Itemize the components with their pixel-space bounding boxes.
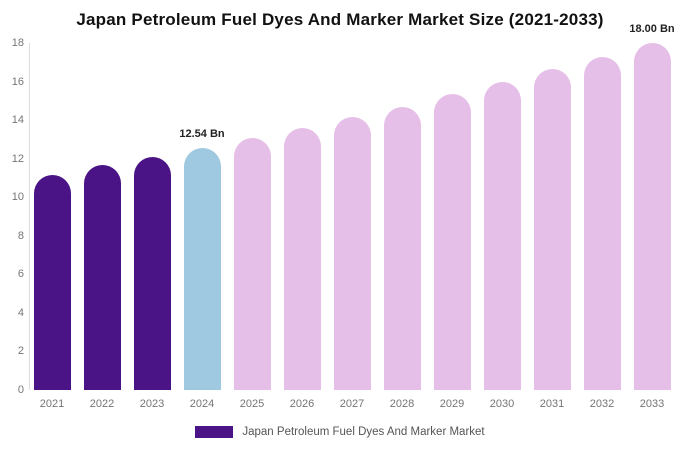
bar-2028[interactable] [383, 106, 421, 390]
legend: Japan Petroleum Fuel Dyes And Marker Mar… [0, 426, 680, 438]
y-tick-label-8: 8 [17, 229, 24, 242]
x-axis-label-2026: 2026 [289, 398, 315, 410]
bar-2032[interactable] [583, 56, 621, 390]
bar-2031[interactable] [533, 69, 571, 390]
y-tick-label-10: 10 [11, 191, 24, 204]
x-axis-label-2032: 2032 [589, 398, 615, 410]
x-axis-label-2024: 2024 [189, 398, 215, 410]
x-axis-label-2030: 2030 [489, 398, 515, 410]
x-axis-label-2033: 2033 [639, 398, 665, 410]
y-tick-label-16: 16 [11, 75, 24, 88]
bar-2026[interactable] [283, 127, 321, 390]
bar-2030[interactable] [483, 81, 521, 390]
bar-2033[interactable] [633, 43, 671, 390]
x-axis-label-2023: 2023 [139, 398, 165, 410]
bar-2025[interactable] [233, 138, 271, 390]
bar-2027[interactable] [333, 117, 371, 390]
y-tick-label-14: 14 [11, 114, 24, 127]
y-tick-label-18: 18 [11, 37, 24, 49]
bar-2023[interactable] [133, 156, 171, 390]
legend-label: Japan Petroleum Fuel Dyes And Marker Mar… [242, 426, 485, 438]
x-axis-label-2028: 2028 [389, 398, 415, 410]
data-label-2024: 12.54 Bn [179, 128, 225, 141]
x-axis-label-2031: 2031 [539, 398, 565, 410]
x-axis-label-2021: 2021 [39, 398, 65, 410]
bar-2024[interactable] [183, 148, 221, 390]
y-tick-label-6: 6 [17, 268, 24, 281]
bar-2021[interactable] [33, 175, 71, 390]
x-axis-label-2027: 2027 [339, 398, 365, 410]
y-tick-label-0: 0 [17, 384, 24, 396]
legend-item[interactable]: Japan Petroleum Fuel Dyes And Marker Mar… [195, 426, 485, 438]
data-label-2033: 18.00 Bn [629, 23, 675, 35]
chart-title: Japan Petroleum Fuel Dyes And Marker Mar… [76, 10, 604, 29]
x-axis-label-2022: 2022 [89, 398, 115, 410]
plot-area [30, 43, 676, 390]
y-axis-line [29, 43, 30, 390]
x-axis-label-2025: 2025 [239, 398, 265, 410]
bar-2029[interactable] [433, 94, 471, 390]
legend-swatch-icon [195, 426, 234, 438]
bar-2022[interactable] [83, 165, 121, 390]
y-tick-label-4: 4 [17, 306, 24, 319]
y-tick-label-12: 12 [11, 152, 24, 165]
y-tick-label-2: 2 [17, 345, 24, 358]
x-axis-label-2029: 2029 [439, 398, 465, 410]
